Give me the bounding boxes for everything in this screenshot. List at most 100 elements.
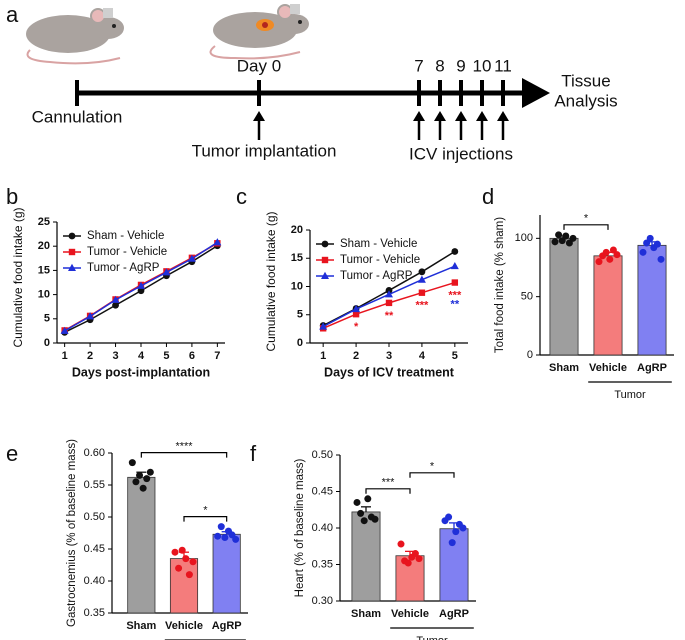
x-tick-label: Sham [549,362,579,374]
legend-label: Tumor - Vehicle [340,254,420,266]
x-tick-label: Sham [351,608,381,620]
data-point [146,468,154,476]
marker [418,268,426,276]
panel-letter: a [6,2,19,27]
y-axis-title: Cumulative food intake (g) [264,211,278,351]
marker [137,287,145,295]
event-label: ICV injections [409,144,513,163]
data-point [353,498,361,506]
panel-letter: e [6,441,18,466]
data-point [551,238,559,246]
y-tick-label: 0.60 [84,447,105,459]
x-tick-label: Sham [126,620,156,632]
y-tick-label: 50 [521,291,533,303]
significance-bracket [409,472,455,478]
x-axis-title: Days post-implantation [72,365,210,379]
marker [187,254,196,262]
marker [60,326,69,334]
marker [137,281,145,289]
data-point [415,555,423,563]
marker [321,271,329,279]
y-axis-title: Gastrocnemius (% of baseline mass) [66,439,78,627]
marker [451,279,459,286]
y-tick-label: 5 [44,313,50,325]
bar [212,533,241,614]
y-tick-label: 0.55 [84,479,105,491]
data-point [653,240,661,248]
data-point [136,471,144,479]
data-point [189,558,197,566]
data-point [232,535,240,543]
data-point [357,509,365,517]
x-tick-label: 5 [452,350,458,362]
panel-letter: b [6,184,18,209]
x-tick-label: 3 [112,350,118,362]
x-tick-label: 2 [87,350,93,362]
data-point [452,528,460,536]
bar [637,244,667,356]
x-axis-title: Days of ICV treatment [324,365,455,379]
data-point [139,484,147,492]
data-point [132,478,140,486]
marker [111,295,120,303]
day-label: 8 [435,56,444,75]
y-tick-label: 0.40 [84,575,105,587]
marker [112,301,119,309]
data-point [555,231,563,239]
data-point [175,564,183,572]
significance-label: ** [385,310,394,322]
y-tick-label: 0.35 [84,607,105,619]
timeline-axis [75,78,550,108]
x-tick-label: 4 [138,350,145,362]
data-point [185,571,193,579]
data-point [360,517,368,525]
data-point [639,248,647,256]
x-tick-label: 5 [163,350,169,362]
marker [418,289,426,296]
marker [352,310,360,318]
significance-label: **** [175,441,193,453]
event-label: Cannulation [32,107,123,126]
marker [162,268,171,276]
data-point [445,513,453,521]
y-tick-label: 25 [38,216,50,228]
bar [549,237,579,356]
marker [68,263,76,271]
y-tick-label: 10 [38,289,50,301]
x-tick-label: Vehicle [391,608,429,620]
data-point [569,234,577,242]
x-tick-label: AgRP [212,620,242,632]
marker [321,256,329,264]
legend-label: Sham - Vehicle [340,238,417,250]
bar [351,511,381,602]
significance-label: *** [382,477,396,489]
mouse-icon [26,8,124,65]
day-label: 10 [473,56,492,75]
x-tick-label: 7 [214,350,220,362]
significance-label: *** [415,300,429,312]
significance-bracket [365,488,411,494]
data-point [646,234,654,242]
y-tick-label: 0.50 [84,511,105,523]
significance-bracket [140,452,228,458]
y-tick-label: 5 [297,309,303,321]
panel-letter: f [250,441,257,466]
data-point [562,232,570,240]
marker [213,238,222,246]
panel-letter: d [482,184,494,209]
data-point [221,533,229,541]
marker [417,275,426,283]
x-tick-label: 4 [419,350,426,362]
event-label: Analysis [554,91,617,110]
group-label: Tumor [416,635,448,640]
significance-label: * [430,461,435,473]
legend-label: Tumor - AgRP [340,270,413,282]
data-point [595,258,603,266]
marker [385,299,393,307]
day-label: Day 0 [237,56,281,75]
group-label: Tumor [614,389,646,401]
x-tick-label: AgRP [439,608,469,620]
y-tick-label: 0.35 [312,558,333,570]
mouse-icon [209,4,309,60]
